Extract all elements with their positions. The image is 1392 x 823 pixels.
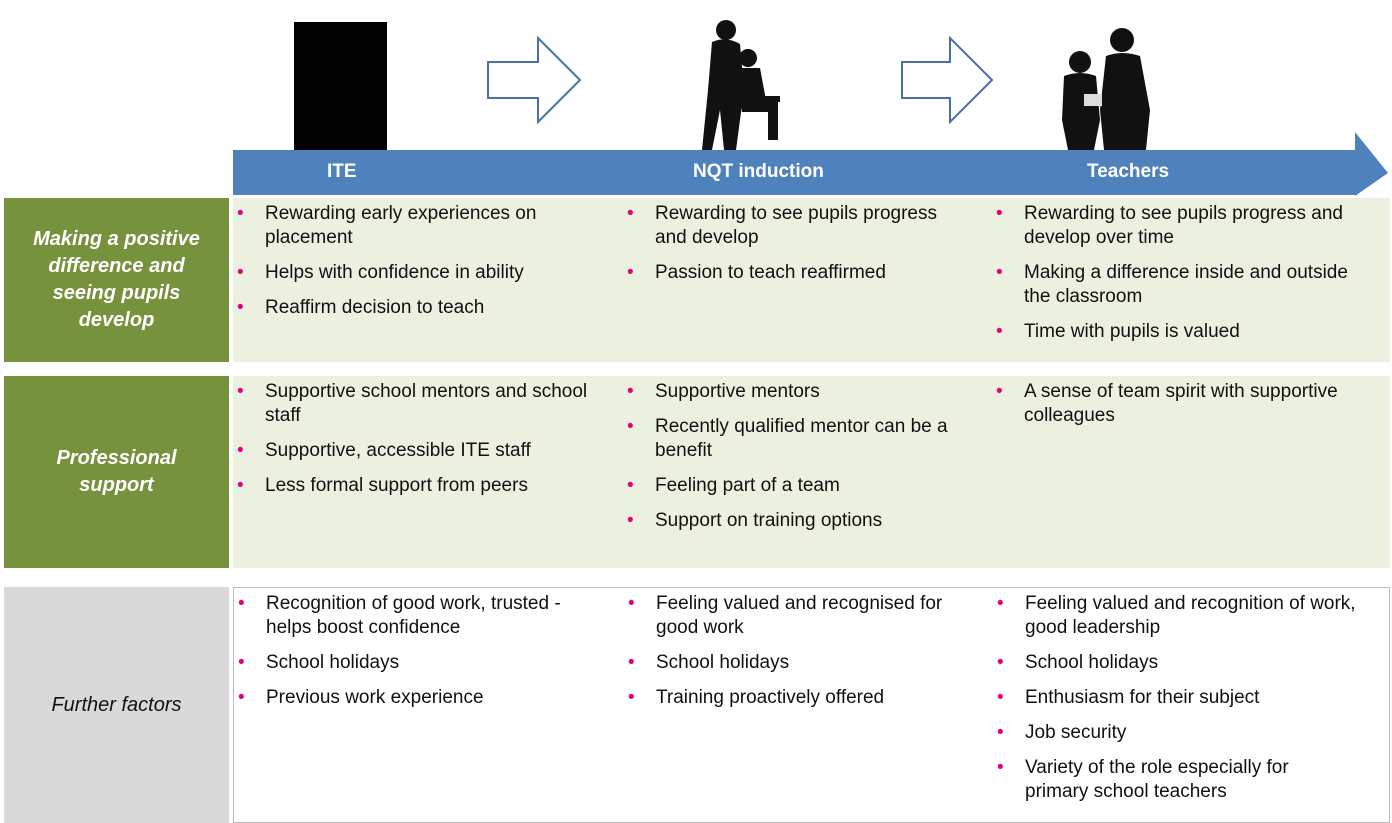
- bullet-list: A sense of team spirit with supportive c…: [996, 380, 1356, 428]
- bullet-item: School holidays: [628, 651, 968, 675]
- bullet-item: Feeling valued and recognised for good w…: [628, 592, 968, 640]
- cell: Rewarding to see pupils progress and dev…: [996, 202, 1356, 355]
- row-label: Further factors: [4, 587, 229, 823]
- row-body: Rewarding early experiences on placement…: [233, 198, 1390, 362]
- bullet-list: Recognition of good work, trusted - help…: [238, 592, 608, 710]
- cell: Recognition of good work, trusted - help…: [238, 592, 608, 721]
- cell: Feeling valued and recognition of work, …: [997, 592, 1357, 815]
- bullet-item: Time with pupils is valued: [996, 320, 1356, 344]
- step-arrow: [901, 35, 994, 125]
- bullet-item: Reaffirm decision to teach: [237, 296, 607, 320]
- bullet-item: Support on training options: [627, 509, 967, 533]
- bullet-item: A sense of team spirit with supportive c…: [996, 380, 1356, 428]
- cell: Supportive mentors Recently qualified men…: [627, 380, 967, 544]
- cell: Rewarding to see pupils progress and dev…: [627, 202, 967, 296]
- bullet-list: Rewarding to see pupils progress and dev…: [627, 202, 967, 285]
- bullet-item: School holidays: [238, 651, 608, 675]
- bullet-item: Making a difference inside and outside t…: [996, 261, 1356, 309]
- bullet-item: Helps with confidence in ability: [237, 261, 607, 285]
- cell: Rewarding early experiences on placement…: [237, 202, 607, 331]
- stage-label: NQT induction: [693, 161, 824, 182]
- bullet-item: Recognition of good work, trusted - help…: [238, 592, 608, 640]
- row-body: Supportive school mentors and school sta…: [233, 376, 1390, 568]
- bullet-item: Supportive mentors: [627, 380, 967, 404]
- row-label: Professional support: [4, 376, 229, 568]
- bullet-list: Supportive school mentors and school sta…: [237, 380, 607, 498]
- bullet-item: Less formal support from peers: [237, 474, 607, 498]
- timeline-graphics: [233, 20, 1388, 196]
- step-arrow: [487, 35, 582, 125]
- bullet-item: Supportive, accessible ITE staff: [237, 439, 607, 463]
- bullet-item: Job security: [997, 721, 1357, 745]
- bullet-list: Rewarding early experiences on placement…: [237, 202, 607, 320]
- bullet-list: Feeling valued and recognition of work, …: [997, 592, 1357, 804]
- teachers-silhouette: [1062, 28, 1150, 150]
- cell: Supportive school mentors and school sta…: [237, 380, 607, 509]
- stage-label: ITE: [327, 161, 357, 182]
- row-body: Recognition of good work, trusted - help…: [233, 587, 1390, 823]
- ite-image: [294, 22, 387, 150]
- bullet-list: Rewarding to see pupils progress and dev…: [996, 202, 1356, 344]
- bullet-item: Previous work experience: [238, 686, 608, 710]
- stage-label: Teachers: [1087, 161, 1170, 182]
- bullet-item: Rewarding early experiences on placement: [237, 202, 607, 250]
- bullet-item: Rewarding to see pupils progress and dev…: [996, 202, 1356, 250]
- bullet-item: Supportive school mentors and school sta…: [237, 380, 607, 428]
- bullet-item: Feeling part of a team: [627, 474, 967, 498]
- bullet-item: Enthusiasm for their subject: [997, 686, 1357, 710]
- nqt-silhouette: [702, 20, 780, 150]
- bullet-item: Passion to teach reaffirmed: [627, 261, 967, 285]
- bullet-list: Feeling valued and recognised for good w…: [628, 592, 968, 710]
- row-label: Making a positive difference and seeing …: [4, 198, 229, 362]
- bullet-item: Recently qualified mentor can be a benef…: [627, 415, 967, 463]
- cell: A sense of team spirit with supportive c…: [996, 380, 1356, 439]
- bullet-item: School holidays: [997, 651, 1357, 675]
- cell: Feeling valued and recognised for good w…: [628, 592, 968, 721]
- bullet-item: Variety of the role especially for prima…: [997, 756, 1357, 804]
- bullet-item: Rewarding to see pupils progress and dev…: [627, 202, 967, 250]
- bullet-list: Supportive mentors Recently qualified men…: [627, 380, 967, 533]
- bullet-item: Feeling valued and recognition of work, …: [997, 592, 1357, 640]
- timeline-arrow: [233, 132, 1388, 196]
- bullet-item: Training proactively offered: [628, 686, 968, 710]
